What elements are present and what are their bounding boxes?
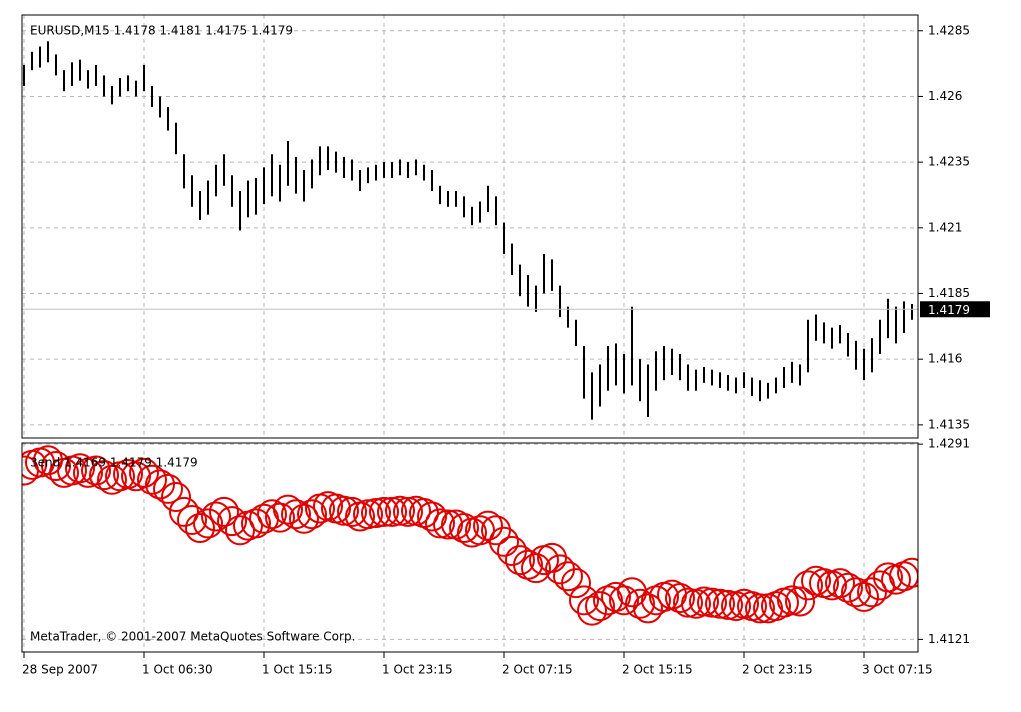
indicator-circle (161, 481, 191, 512)
indicator-circle (281, 499, 311, 530)
indicator-circle (473, 510, 503, 541)
indicator-circle (609, 585, 639, 616)
indicator-title: 3end 1.4169 1.4179 1.4179 (30, 456, 198, 470)
indicator-circle (825, 568, 855, 599)
x-tick-label: 3 Oct 07:15 (862, 663, 933, 677)
indicator-panel (22, 443, 923, 652)
indicator-circle (145, 469, 175, 500)
indicator-circle (785, 586, 815, 617)
x-tick-label: 2 Oct 15:15 (622, 663, 693, 677)
y-tick-label: 1.4185 (928, 286, 970, 300)
indicator-circle (361, 498, 391, 529)
last-price-label: 1.4179 (928, 303, 970, 317)
price-frame (21, 14, 919, 439)
indicator-circle (713, 589, 743, 620)
indicator-circle (465, 515, 495, 546)
indicator-marks (22, 445, 918, 626)
indicator-circle (841, 577, 871, 608)
indicator-circle (833, 572, 863, 603)
indicator-circle (417, 501, 447, 532)
x-tick-label: 2 Oct 23:15 (742, 663, 813, 677)
indicator-circle (241, 508, 271, 539)
indicator-circle (505, 545, 535, 576)
indicator-circle (577, 595, 607, 626)
y-tick-label: 1.4235 (928, 155, 970, 169)
price-panel (22, 15, 923, 438)
indicator-circle (273, 494, 303, 525)
indicator-circle (569, 585, 599, 616)
indicator-circle (849, 581, 879, 612)
y-tick-label: 1.421 (928, 220, 962, 234)
indicator-circle (201, 501, 231, 532)
indicator-circle (433, 509, 463, 540)
indicator-circle (561, 568, 591, 599)
x-tick-label: 1 Oct 15:15 (262, 663, 333, 677)
x-tick-label: 2 Oct 07:15 (502, 663, 573, 677)
x-tick-label: 1 Oct 06:30 (142, 663, 213, 677)
y-tick-label: 1.416 (928, 352, 962, 366)
indicator-circle (369, 496, 399, 527)
indicator-circle (289, 503, 319, 534)
indicator-circle (553, 561, 583, 592)
indicator-circle (793, 570, 823, 601)
x-tick-label: 28 Sep 2007 (22, 663, 98, 677)
indicator-circle (745, 593, 775, 624)
indicator-circle (353, 499, 383, 530)
indicator-circle (377, 496, 407, 527)
indicator-circle (857, 577, 887, 608)
price-title: EURUSD,M15 1.4178 1.4181 1.4175 1.4179 (30, 24, 293, 38)
indicator-circle (489, 526, 519, 557)
indicator-circle (385, 495, 415, 526)
indicator-circle (337, 496, 367, 527)
indicator-circle (705, 588, 735, 619)
indicator-circle (697, 587, 727, 618)
indicator-circle (65, 453, 95, 484)
indicator-circle (481, 515, 511, 546)
indicator-circle (129, 457, 159, 488)
indicator-circle (225, 515, 255, 546)
indicator-circle (169, 496, 199, 527)
indicator-circle (41, 450, 71, 481)
indicator-circle (265, 502, 295, 533)
indicator-circle (633, 593, 663, 624)
indicator-circle (297, 499, 327, 530)
copyright: MetaTrader, © 2001-2007 MetaQuotes Softw… (30, 630, 355, 644)
indicator-circle (209, 496, 239, 527)
indicator-circle (185, 512, 215, 543)
indicator-frame (21, 442, 919, 653)
indicator-circle (537, 542, 567, 573)
y-tick-label: 1.4135 (928, 417, 970, 431)
indicator-circle (217, 506, 247, 537)
y-tick-label: 1.4285 (928, 23, 970, 37)
indicator-circle (897, 557, 918, 588)
indicator-circle (521, 553, 551, 584)
y-tick-label: 1.4121 (928, 632, 970, 646)
indicator-circle (673, 587, 703, 618)
indicator-circle (425, 508, 455, 539)
indicator-circle (689, 586, 719, 617)
last-price-box (920, 301, 990, 318)
x-tick-label: 1 Oct 23:15 (382, 663, 453, 677)
indicator-circle (329, 495, 359, 526)
indicator-circle (153, 473, 183, 504)
indicator-circle (393, 496, 423, 527)
indicator-circle (177, 504, 207, 535)
y-tick-label: 1.426 (928, 89, 962, 103)
indicator-circle (625, 588, 655, 619)
y-tick-label: 1.4291 (928, 437, 970, 451)
indicator-circle (777, 585, 807, 616)
indicator-circle (193, 508, 223, 539)
indicator-circle (665, 583, 695, 614)
indicator-circle (617, 577, 647, 608)
indicator-circle (81, 455, 111, 486)
indicator-circle (89, 460, 119, 491)
indicator-circle (449, 512, 479, 543)
indicator-circle (585, 591, 615, 622)
indicator-circle (137, 464, 167, 495)
